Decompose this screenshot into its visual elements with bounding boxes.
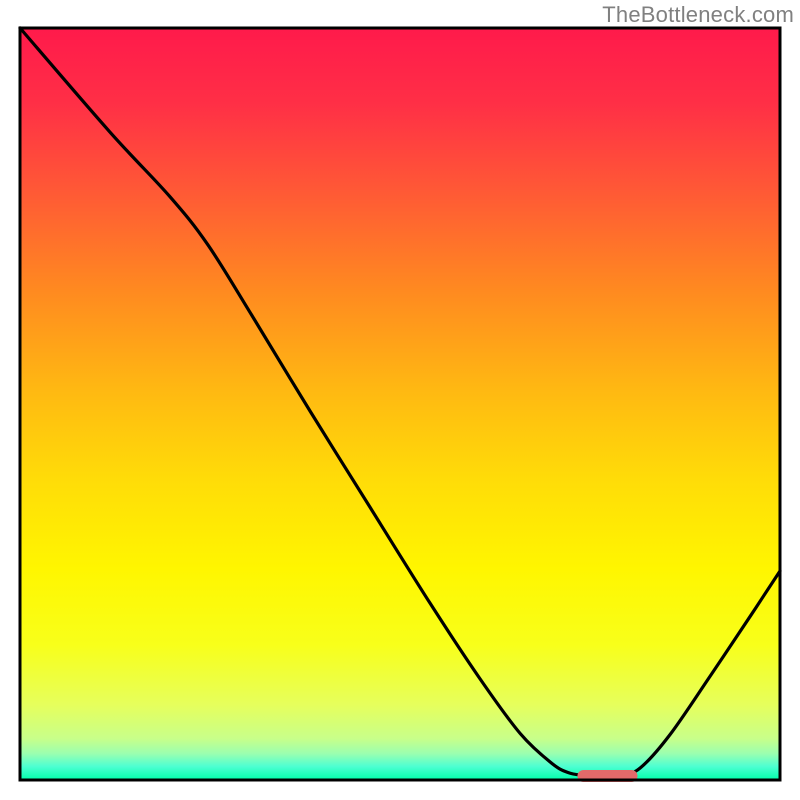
chart-background	[20, 28, 780, 780]
watermark-text: TheBottleneck.com	[602, 2, 794, 28]
